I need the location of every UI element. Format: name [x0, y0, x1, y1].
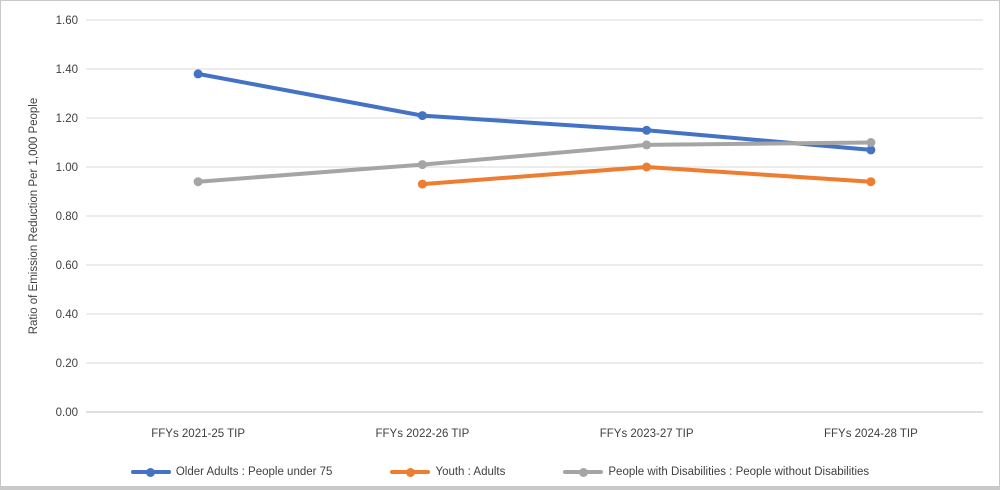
legend-line-marker-icon [390, 467, 431, 477]
legend-item-youth: Youth : Adults [390, 466, 505, 478]
data-point-marker [417, 179, 427, 189]
x-category-label: FFYs 2021-25 TIP [151, 428, 245, 440]
bottom-border-bar [1, 486, 999, 490]
data-point-marker [642, 162, 652, 172]
data-point-marker [642, 125, 652, 135]
y-tick-label: 0.20 [56, 358, 78, 370]
legend-item-older-adults: Older Adults : People under 75 [130, 466, 333, 478]
data-point-marker [642, 140, 652, 150]
data-point-marker [193, 177, 203, 187]
data-point-marker [417, 111, 427, 121]
legend-line-marker-icon [563, 467, 604, 477]
y-tick-label: 0.00 [56, 407, 78, 419]
x-category-label: FFYs 2022-26 TIP [376, 428, 470, 440]
y-tick-label: 0.60 [56, 260, 78, 272]
data-point-marker [866, 145, 876, 155]
y-tick-label: 1.60 [56, 15, 78, 27]
x-category-label: FFYs 2024-28 TIP [824, 428, 918, 440]
chart-legend: Older Adults : People under 75 Youth : A… [1, 466, 999, 478]
legend-label: Youth : Adults [435, 466, 506, 478]
legend-label: People with Disabilities : People withou… [608, 466, 870, 478]
legend-line-marker-icon [130, 467, 171, 477]
line-chart-plot: 0.00 0.20 0.40 0.60 0.80 1.00 1.20 1.40 1.60 FFYs… [56, 15, 983, 440]
legend-label: Older Adults : People under 75 [175, 466, 333, 478]
data-point-marker [866, 177, 876, 187]
data-point-marker [417, 160, 427, 170]
y-tick-label: 1.20 [56, 113, 78, 125]
y-tick-label: 0.80 [56, 211, 78, 223]
series-line [196, 140, 873, 184]
y-tick-label: 1.40 [56, 64, 78, 76]
legend-item-disabilities: People with Disabilities : People withou… [563, 466, 869, 478]
y-tick-label: 0.40 [56, 309, 78, 321]
y-tick-label: 1.00 [56, 162, 78, 174]
data-point-marker [193, 69, 203, 79]
series-line [196, 71, 873, 152]
data-point-marker [866, 138, 876, 147]
x-category-label: FFYs 2023-27 TIP [600, 428, 694, 440]
